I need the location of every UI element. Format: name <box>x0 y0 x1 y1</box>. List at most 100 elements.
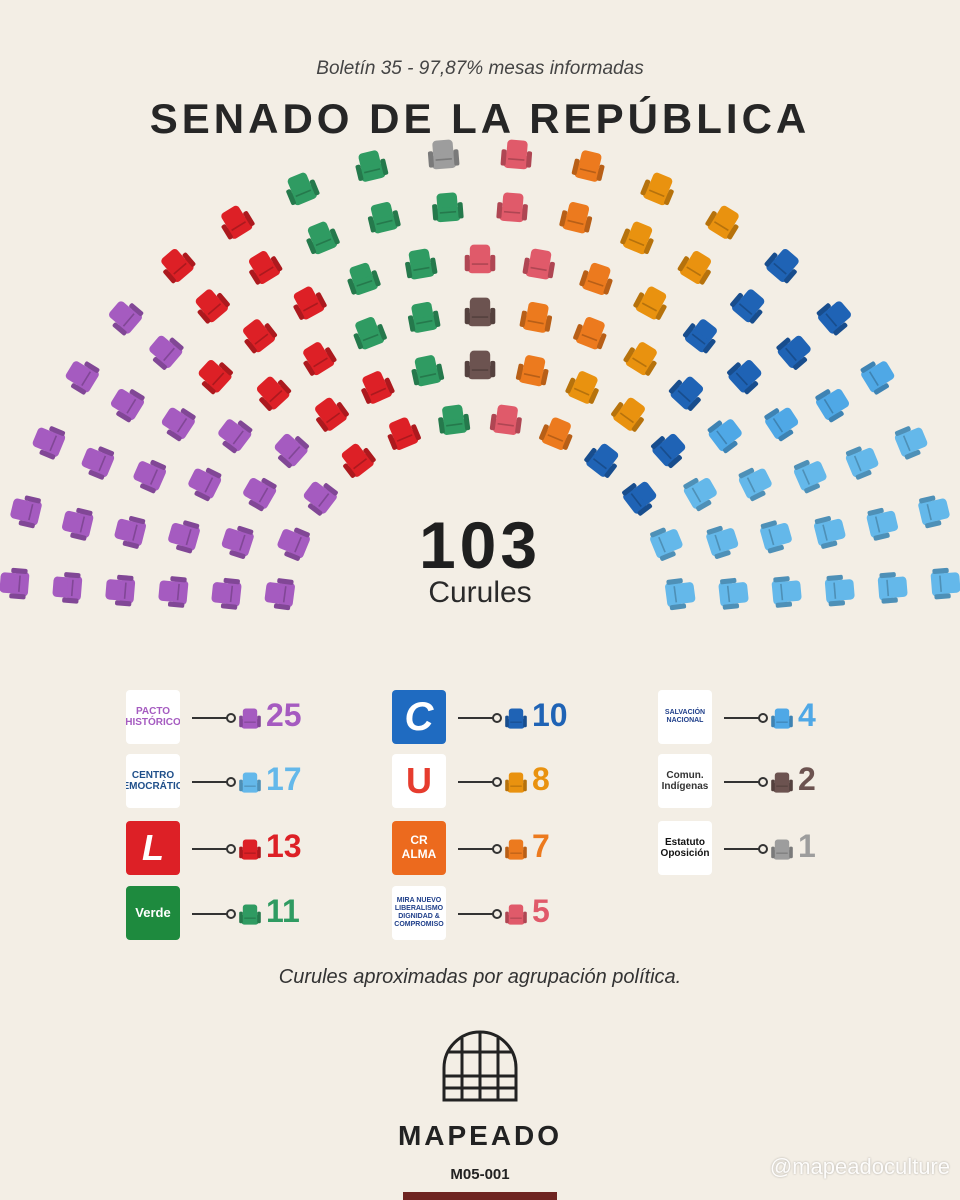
connector-dot <box>492 777 502 787</box>
hemicycle-chart <box>0 139 960 611</box>
logo-text: PACTO HISTÓRICO <box>126 705 180 729</box>
seat-icon <box>771 708 793 729</box>
seat-mark <box>764 407 799 442</box>
seat-icon <box>505 839 527 860</box>
logo-pacto-historico: PACTO HISTÓRICO <box>126 690 180 744</box>
seat-mark <box>218 419 253 454</box>
seat-mark <box>114 516 146 549</box>
seat-count: 17 <box>266 761 302 797</box>
seat-mark <box>500 139 533 170</box>
connector-line <box>192 781 228 783</box>
connector-dot <box>492 713 502 723</box>
seat-mark <box>816 301 851 336</box>
seat-mark <box>387 417 421 450</box>
connector-line <box>724 717 760 719</box>
legend-item-la-u: U 8 <box>392 754 622 810</box>
document-code: M05-001 <box>450 1166 510 1183</box>
seat-mark <box>411 355 445 387</box>
seat-mark <box>522 248 555 280</box>
seat-mark <box>464 350 496 380</box>
total-seats-label: Curules <box>428 576 532 609</box>
connector-dot <box>226 777 236 787</box>
seat-mark <box>211 577 242 610</box>
seat-mark <box>727 360 762 395</box>
legend-item-verde: Verde 11 <box>126 886 356 942</box>
legend-item-mira: MIRA NUEVO LIBERALISMO DIGNIDAD & COMPRO… <box>392 886 622 942</box>
seat-mark <box>0 567 30 600</box>
connector-line <box>458 717 494 719</box>
seat-mark <box>438 404 471 435</box>
logo-text: Comun. Indígenas <box>661 769 709 793</box>
seat-mark <box>930 567 960 600</box>
seat-mark <box>353 316 387 350</box>
seat-icon <box>505 772 527 793</box>
connector-dot <box>492 844 502 854</box>
seat-mark <box>668 376 704 411</box>
seat-mark <box>705 205 739 240</box>
seat-mark <box>718 577 749 610</box>
logo-estatuto-oposicion: Estatuto Oposición <box>658 821 712 875</box>
seat-count: 4 <box>798 697 816 733</box>
seat-mark <box>571 150 605 182</box>
logo-salvacion-nacional: SALVACIÓN NACIONAL <box>658 690 712 744</box>
seat-mark <box>161 249 196 284</box>
seat-mark <box>243 319 278 354</box>
connector-line <box>192 717 228 719</box>
legend-item-liberal: L 13 <box>126 821 356 877</box>
connector-dot <box>758 844 768 854</box>
seat-icon <box>239 839 261 860</box>
seat-mark <box>496 192 528 223</box>
seat-mark <box>682 319 717 354</box>
seat-count: 25 <box>266 697 302 733</box>
seat-mark <box>407 301 441 333</box>
seat-count: 8 <box>532 761 550 797</box>
logo-verde: Verde <box>126 886 180 940</box>
seat-mark <box>738 467 772 502</box>
seat-icon <box>771 839 793 860</box>
seat-mark <box>110 389 145 423</box>
seat-mark <box>464 244 496 274</box>
connector-line <box>192 913 228 915</box>
connector-dot <box>758 777 768 787</box>
logo-cambio-radical: CR ALMA <box>392 821 446 875</box>
seat-mark <box>651 433 686 469</box>
seat-mark <box>793 459 827 494</box>
seat-icon <box>239 772 261 793</box>
seat-mark <box>256 376 292 411</box>
seat-mark <box>149 335 184 370</box>
seat-mark <box>579 262 613 295</box>
chart-subtitle: Boletín 35 - 97,87% mesas informadas <box>316 58 644 79</box>
legend-item-conservador: C 10 <box>392 690 622 746</box>
seat-mark <box>764 249 799 284</box>
seat-mark <box>158 576 189 608</box>
seat-mark <box>683 477 717 512</box>
legend-item-estatuto-oposicion: Estatuto Oposición 1 <box>658 821 888 877</box>
seat-mark <box>188 467 222 502</box>
seat-icon <box>771 772 793 793</box>
seat-mark <box>405 248 438 280</box>
seat-mark <box>306 221 340 255</box>
seat-mark <box>815 389 850 423</box>
seat-mark <box>249 250 283 285</box>
seat-mark <box>315 397 349 432</box>
seat-mark <box>771 576 802 608</box>
logo-la-u: U <box>392 754 446 808</box>
seat-mark <box>464 297 496 327</box>
seat-mark <box>633 286 667 320</box>
seat-count: 2 <box>798 761 816 797</box>
seat-mark <box>650 527 683 561</box>
seat-mark <box>105 574 136 607</box>
logo-text: L <box>142 827 164 869</box>
seat-mark <box>515 355 549 387</box>
seat-mark <box>303 481 338 516</box>
logo-comunidades-indigenas: Comun. Indígenas <box>658 754 712 808</box>
seat-mark <box>109 301 144 336</box>
logo-liberal: L <box>126 821 180 875</box>
connector-line <box>458 848 494 850</box>
seat-mark <box>81 446 115 480</box>
seat-icon <box>239 904 261 925</box>
seat-count: 10 <box>532 697 568 733</box>
seat-count: 1 <box>798 828 816 864</box>
seat-mark <box>707 419 742 454</box>
seat-mark <box>814 516 846 549</box>
